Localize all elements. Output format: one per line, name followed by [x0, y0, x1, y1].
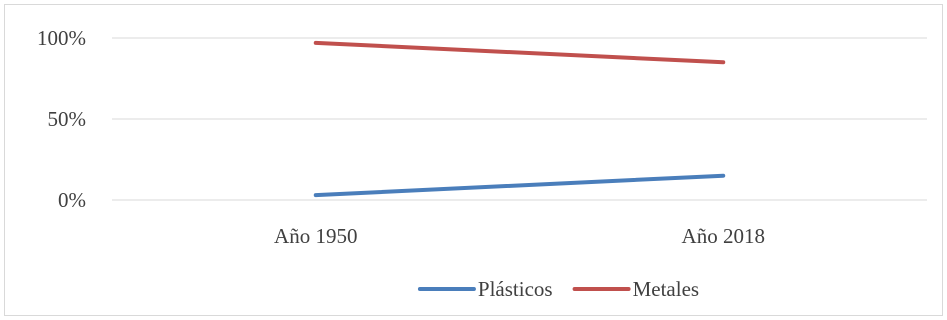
x-axis-tick-labels: Año 1950 Año 2018 [274, 224, 765, 248]
x-tick-label: Año 2018 [682, 224, 765, 248]
series-lines [313, 40, 726, 198]
legend-label: Metales [633, 277, 699, 301]
y-tick-label: 0% [58, 188, 86, 212]
legend-label: Plásticos [478, 277, 553, 301]
series-line [313, 173, 726, 198]
y-tick-label: 100% [37, 26, 86, 50]
gridlines [112, 37, 927, 201]
y-tick-label: 50% [48, 107, 87, 131]
series-line [313, 40, 726, 65]
legend: Plásticos Metales [417, 277, 699, 301]
x-tick-label: Año 1950 [274, 224, 357, 248]
chart-frame [4, 4, 943, 316]
y-axis-tick-labels: 0% 50% 100% [37, 26, 86, 212]
